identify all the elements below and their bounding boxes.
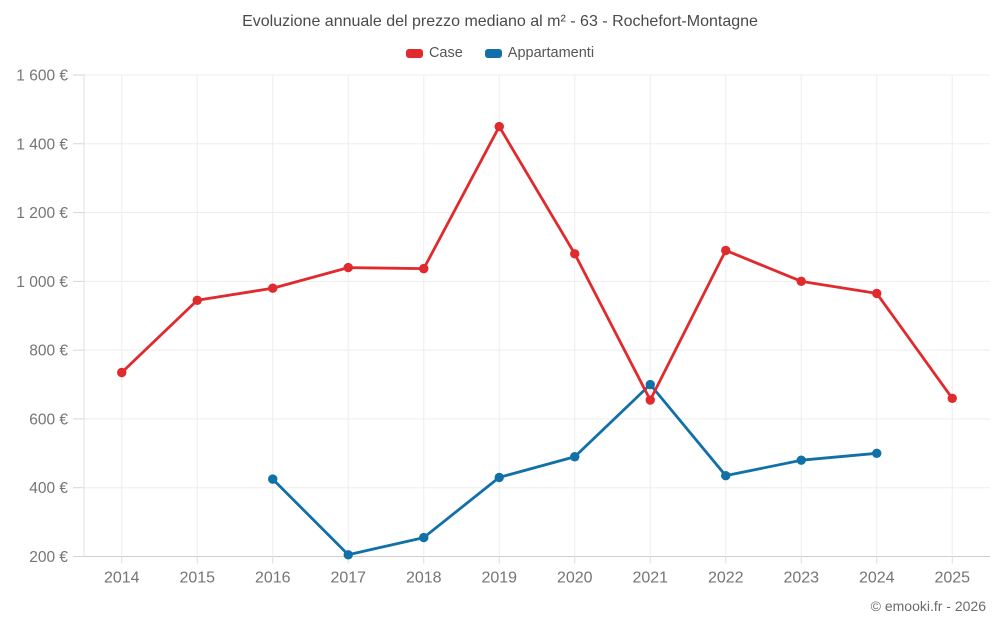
x-axis-tick-label: 2019 (481, 570, 517, 587)
data-point-appartamenti-2017[interactable] (343, 550, 353, 560)
data-point-appartamenti-2023[interactable] (796, 455, 806, 465)
x-axis-tick-label: 2024 (859, 570, 895, 587)
x-axis-tick-label: 2023 (783, 570, 819, 587)
data-point-case-2024[interactable] (872, 288, 882, 299)
legend-label-appartamenti: Appartamenti (507, 45, 595, 61)
data-point-case-2022[interactable] (721, 245, 731, 256)
data-point-case-2015[interactable] (192, 295, 202, 305)
y-axis-tick-label: 1 400 € (16, 136, 68, 153)
data-point-case-2023[interactable] (796, 276, 806, 287)
data-point-appartamenti-2018[interactable] (419, 532, 429, 543)
data-point-case-2018[interactable] (419, 263, 429, 274)
data-point-appartamenti-2022[interactable] (721, 470, 731, 481)
data-point-case-2014[interactable] (117, 367, 127, 378)
legend-item-appartamenti[interactable]: Appartamenti (484, 45, 595, 61)
data-point-appartamenti-2020[interactable] (570, 452, 580, 462)
y-axis-tick-label: 1 200 € (16, 205, 68, 222)
series-appartamenti (268, 379, 882, 560)
y-axis-tick-label: 1 000 € (16, 274, 68, 291)
chart-legend: Case Appartamenti (0, 45, 1000, 61)
data-point-case-2025[interactable] (947, 393, 957, 403)
x-axis-tick-label: 2022 (708, 570, 744, 587)
x-axis-tick-label: 2016 (255, 570, 291, 587)
data-point-case-2020[interactable] (570, 249, 580, 259)
data-point-case-2017[interactable] (343, 262, 353, 273)
x-axis-tick-label: 2018 (406, 570, 442, 587)
y-axis-tick-label: 600 € (29, 411, 68, 428)
y-axis-tick-label: 400 € (29, 480, 68, 497)
data-point-appartamenti-2021[interactable] (645, 379, 655, 390)
x-axis-tick-label: 2017 (330, 570, 366, 587)
data-point-appartamenti-2024[interactable] (872, 448, 882, 459)
data-point-appartamenti-2019[interactable] (494, 472, 504, 483)
appartamenti-series-marker-icon (484, 48, 502, 58)
chart-title: Evoluzione annuale del prezzo mediano al… (242, 13, 758, 30)
x-axis-tick-label: 2025 (934, 570, 970, 587)
x-axis-tick-label: 2021 (632, 570, 668, 587)
data-point-case-2021[interactable] (645, 395, 655, 405)
copyright: © emooki.fr - 2026 (870, 598, 986, 614)
data-point-case-2016[interactable] (268, 283, 278, 293)
y-axis-tick-label: 200 € (29, 549, 68, 566)
legend-label-case: Case (428, 45, 463, 61)
series-case (117, 121, 957, 405)
data-point-case-2019[interactable] (494, 121, 504, 132)
x-axis-tick-label: 2014 (104, 570, 140, 587)
legend-item-case[interactable]: Case (405, 45, 463, 61)
data-point-appartamenti-2016[interactable] (268, 474, 278, 484)
x-axis-tick-label: 2015 (179, 570, 215, 587)
y-axis-tick-label: 800 € (29, 343, 68, 360)
case-series-marker-icon (405, 48, 423, 58)
chart-grid: 200 € 400 € 600 € 800 € 1 000 € 1 200 € 1 400 … (16, 68, 990, 587)
y-axis-tick-label: 1 600 € (16, 68, 68, 85)
x-axis-tick-label: 2020 (557, 570, 593, 587)
series-line-case (120, 125, 954, 402)
